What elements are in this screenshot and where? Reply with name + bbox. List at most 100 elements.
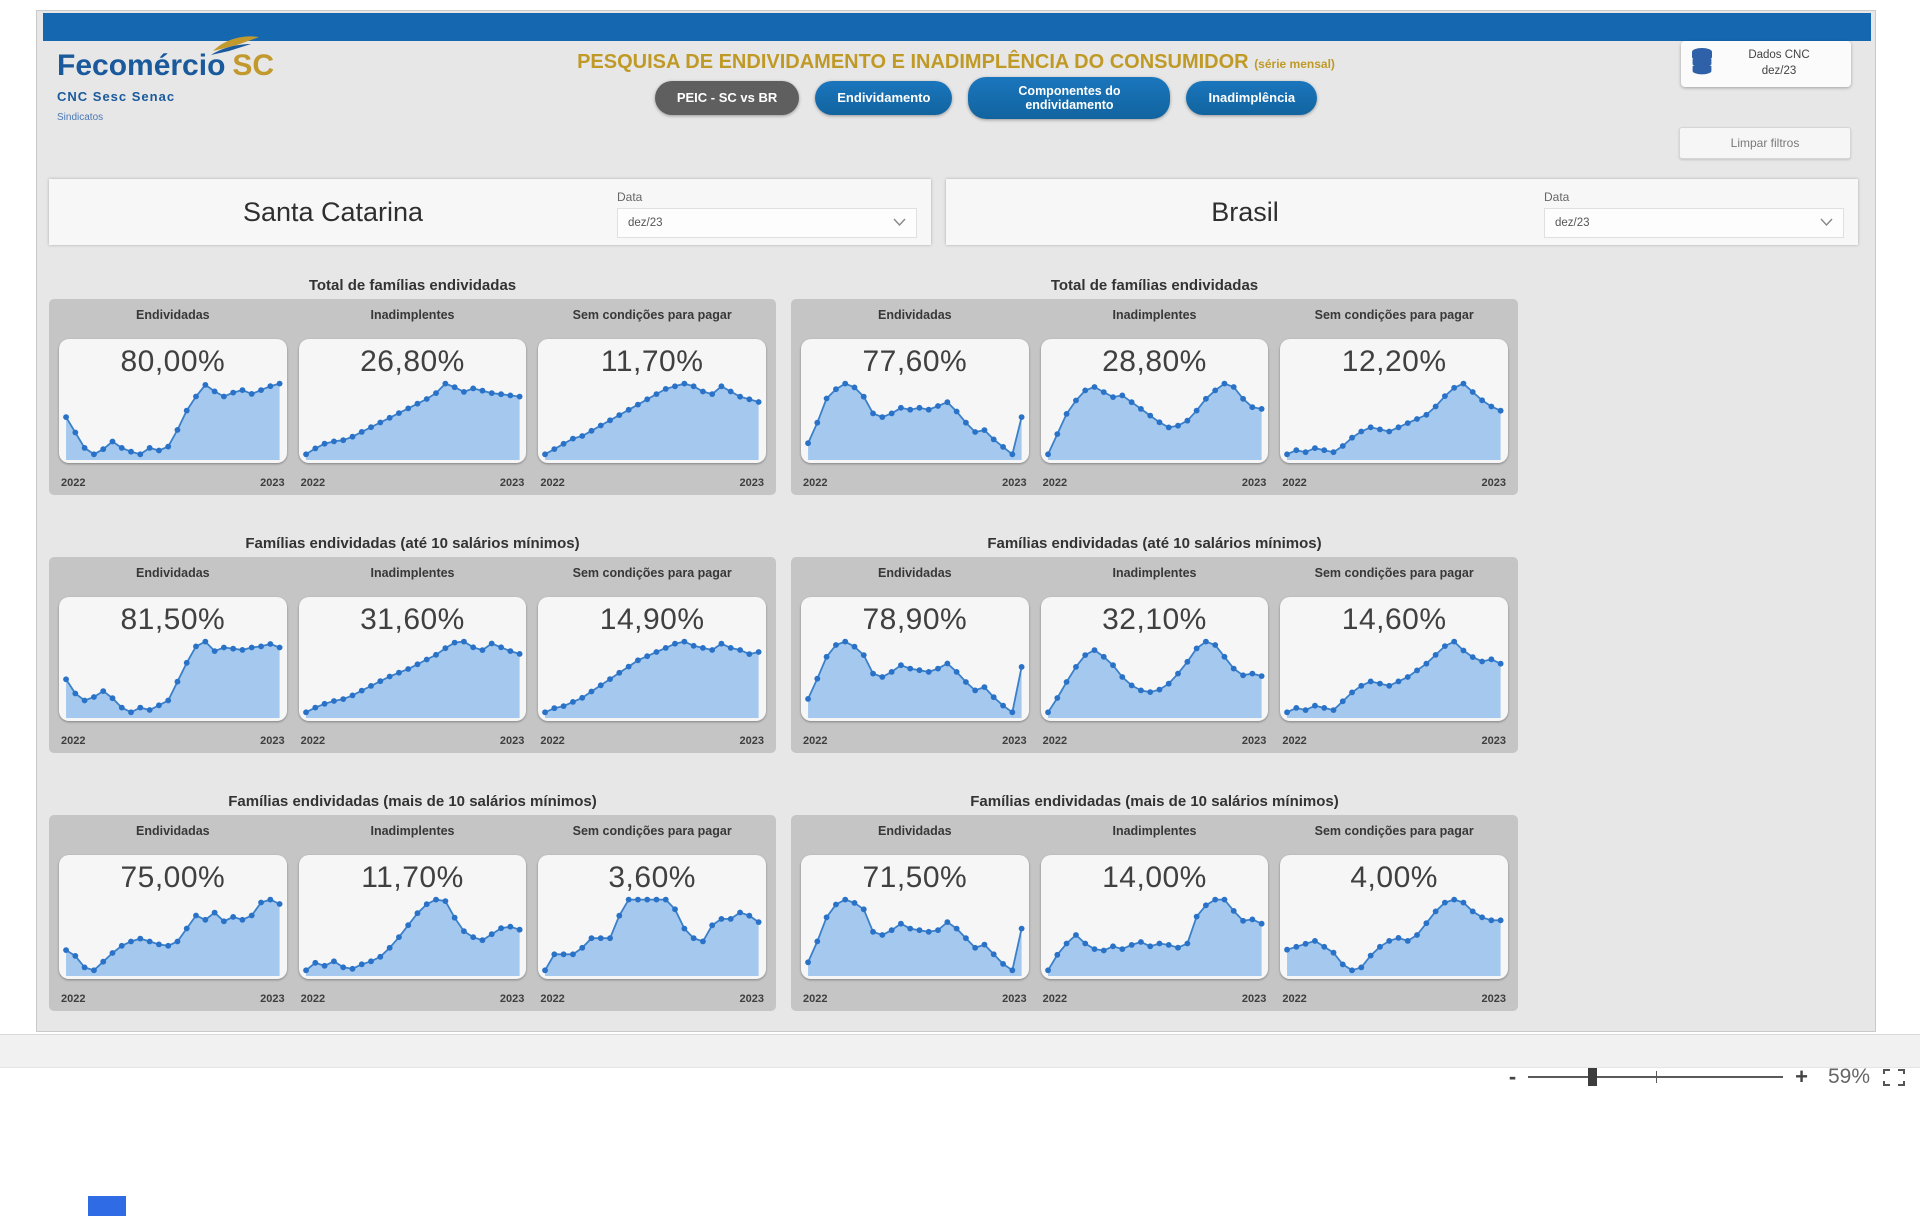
zoom-percentage: 59% xyxy=(1827,1065,1870,1088)
report-canvas: Fecomércio SC CNC Sesc Senac Sindicatos P… xyxy=(36,10,1876,1032)
axis-end-year: 2023 xyxy=(260,993,285,1005)
chart-group: Endividadas Inadimplentes Sem condições pa… xyxy=(49,299,776,495)
mini-area-chart[interactable]: 32,10% xyxy=(1040,597,1269,721)
date-dropdown-br[interactable]: dez/23 xyxy=(1544,208,1844,238)
axis-start-year: 2022 xyxy=(540,993,565,1005)
chart-label: Inadimplentes xyxy=(370,308,455,322)
clear-filters-button[interactable]: Limpar filtros xyxy=(1679,127,1851,159)
data-source-line2: dez/23 xyxy=(1761,65,1797,77)
logo-brand: Fecomércio xyxy=(57,49,226,82)
mini-area-chart[interactable]: 12,20% xyxy=(1280,339,1508,463)
region-column-brasil: Total de famílias endividadas Endividadas… xyxy=(791,261,1518,1047)
axis-end-year: 2023 xyxy=(499,735,525,747)
chart-value: 71,50% xyxy=(862,861,968,894)
nav-button-componentes[interactable]: Componentes do endividamento xyxy=(968,77,1171,119)
page-title: PESQUISA DE ENDIVIDAMENTO E INADIMPLÊNCI… xyxy=(577,51,1335,73)
chart-value: 14,60% xyxy=(1341,603,1447,636)
date-dropdown-value: dez/23 xyxy=(628,217,663,229)
chart-axis-labels: 2022 2023 xyxy=(299,733,527,747)
fit-to-page-icon[interactable] xyxy=(1882,1068,1906,1087)
mini-area-chart[interactable]: 3,60% xyxy=(538,855,766,979)
chart-group: Endividadas Inadimplentes Sem condições pa… xyxy=(791,299,1518,495)
mini-area-chart[interactable]: 71,50% xyxy=(801,855,1029,979)
axis-end-year: 2023 xyxy=(1002,993,1027,1005)
chart-axis-labels: 2022 2023 xyxy=(801,733,1029,747)
axis-end-year: 2023 xyxy=(739,477,764,489)
chart-label: Sem condições para pagar xyxy=(572,824,732,838)
chart-axis-labels: 2022 2023 xyxy=(1041,991,1269,1005)
axis-start-year: 2022 xyxy=(61,477,86,489)
axis-start-year: 2022 xyxy=(540,735,565,747)
chart-axis-labels: 2022 2023 xyxy=(1041,733,1269,747)
zoom-slider[interactable] xyxy=(1528,1067,1784,1087)
zoom-in-button[interactable]: + xyxy=(1795,1064,1808,1089)
axis-start-year: 2022 xyxy=(803,993,828,1005)
nav-button-endividamento[interactable]: Endividamento xyxy=(815,81,953,115)
filter-card-santa-catarina: Santa Catarina Data dez/23 xyxy=(49,179,931,245)
nav-button-inadimplencia[interactable]: Inadimplência xyxy=(1186,81,1318,115)
date-label: Data xyxy=(617,190,643,204)
chart-section: Total de famílias endividadas Endividadas… xyxy=(791,273,1518,495)
chart-axis-labels: 2022 2023 xyxy=(299,475,527,489)
chart-value: 28,80% xyxy=(1102,345,1207,378)
chart-value: 11,70% xyxy=(600,345,704,378)
section-title: Total de famílias endividadas xyxy=(308,277,517,294)
database-icon xyxy=(1689,47,1715,82)
mini-area-chart[interactable]: 31,60% xyxy=(298,597,527,721)
mini-area-chart[interactable]: 14,60% xyxy=(1280,597,1508,721)
mini-area-chart[interactable]: 75,00% xyxy=(59,855,287,979)
chart-section: Famílias endividadas (mais de 10 salário… xyxy=(49,789,776,1011)
chart-value: 14,90% xyxy=(599,603,705,636)
chart-label: Inadimplentes xyxy=(370,824,455,838)
horizontal-scroll-strip[interactable] xyxy=(0,1034,1920,1068)
mini-area-chart[interactable]: 81,50% xyxy=(59,597,287,721)
nav-button-row: PEIC - SC vs BR Endividamento Componente… xyxy=(67,77,1905,119)
axis-end-year: 2023 xyxy=(1241,477,1267,489)
chart-label: Inadimplentes xyxy=(1112,308,1197,322)
logo-swoosh-icon xyxy=(209,33,261,63)
chart-section: Total de famílias endividadas Endividadas… xyxy=(49,273,776,495)
axis-end-year: 2023 xyxy=(1481,735,1506,747)
mini-area-chart[interactable]: 80,00% xyxy=(59,339,287,463)
axis-end-year: 2023 xyxy=(499,993,525,1005)
mini-area-chart[interactable]: 14,00% xyxy=(1040,855,1269,979)
mini-area-chart[interactable]: 28,80% xyxy=(1040,339,1269,463)
zoom-slider-handle[interactable] xyxy=(1588,1068,1598,1086)
section-title: Total de famílias endividadas xyxy=(1050,277,1259,294)
chart-value: 80,00% xyxy=(120,345,226,378)
date-dropdown-sc[interactable]: dez/23 xyxy=(617,208,917,238)
date-filter-br: Data dez/23 xyxy=(1544,186,1858,238)
filter-card-brasil: Brasil Data dez/23 xyxy=(946,179,1858,245)
axis-start-year: 2022 xyxy=(300,735,326,747)
date-label: Data xyxy=(1544,190,1570,204)
chart-value: 75,00% xyxy=(120,861,226,894)
chart-section: Famílias endividadas (até 10 salários mí… xyxy=(791,531,1518,753)
chart-group: Endividadas Inadimplentes Sem condições pa… xyxy=(791,815,1518,1011)
zoom-out-button[interactable]: - xyxy=(1508,1064,1517,1089)
axis-end-year: 2023 xyxy=(499,477,525,489)
section-title: Famílias endividadas (mais de 10 salário… xyxy=(970,793,1339,810)
chart-value: 12,20% xyxy=(1341,345,1447,378)
axis-end-year: 2023 xyxy=(1481,477,1506,489)
mini-area-chart[interactable]: 26,80% xyxy=(298,339,527,463)
axis-start-year: 2022 xyxy=(61,993,86,1005)
nav-button-peic-sc-vs-br[interactable]: PEIC - SC vs BR xyxy=(654,81,800,115)
chart-axis-labels: 2022 2023 xyxy=(1280,733,1508,747)
chart-value: 11,70% xyxy=(361,861,464,894)
chart-label: Inadimplentes xyxy=(1112,566,1197,580)
mini-area-chart[interactable]: 11,70% xyxy=(538,339,766,463)
mini-area-chart[interactable]: 77,60% xyxy=(801,339,1029,463)
mini-area-chart[interactable]: 14,90% xyxy=(538,597,766,721)
mini-area-chart[interactable]: 4,00% xyxy=(1280,855,1508,979)
section-title: Famílias endividadas (até 10 salários mí… xyxy=(987,535,1322,552)
chart-value: 14,00% xyxy=(1102,861,1207,894)
chart-label: Sem condições para pagar xyxy=(1314,824,1474,838)
chart-axis-labels: 2022 2023 xyxy=(1280,475,1508,489)
axis-end-year: 2023 xyxy=(1241,993,1267,1005)
chart-axis-labels: 2022 2023 xyxy=(801,991,1029,1005)
chart-section: Famílias endividadas (até 10 salários mí… xyxy=(49,531,776,753)
mini-area-chart[interactable]: 78,90% xyxy=(801,597,1029,721)
chart-axis-labels: 2022 2023 xyxy=(1041,475,1269,489)
mini-area-chart[interactable]: 11,70% xyxy=(298,855,527,979)
axis-end-year: 2023 xyxy=(739,993,764,1005)
